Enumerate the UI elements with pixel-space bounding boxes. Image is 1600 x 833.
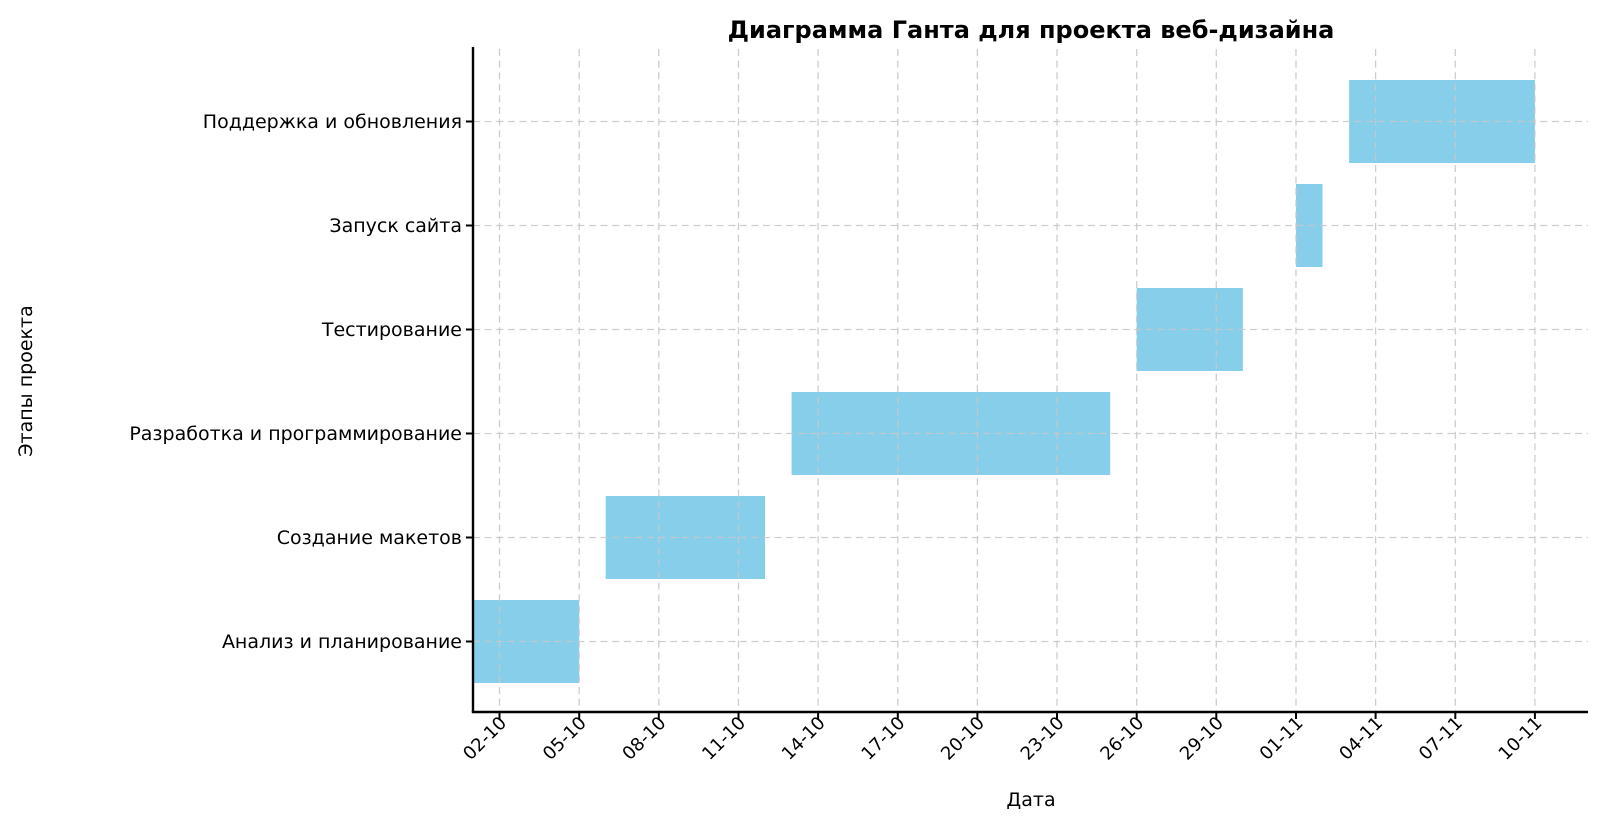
grid-lines-layer (473, 49, 1588, 712)
chart-title: Диаграмма Ганта для проекта веб-дизайна (728, 16, 1335, 44)
y-tick-label: Создание макетов (277, 527, 462, 549)
y-tick-label: Тестирование (321, 319, 462, 341)
y-tick-label: Разработка и программирование (129, 423, 462, 445)
x-tick-label: 14-10 (778, 713, 830, 765)
x-tick-label: 08-10 (618, 713, 670, 765)
y-tick-label: Поддержка и обновления (203, 111, 462, 133)
x-tick-label: 11-10 (698, 713, 750, 765)
x-tick-label: 02-10 (459, 713, 511, 765)
x-tick-label: 20-10 (937, 713, 989, 765)
x-tick-label: 29-10 (1176, 713, 1228, 765)
tick-marks-layer (466, 120, 1536, 719)
y-tick-label: Запуск сайта (329, 215, 462, 237)
x-axis-title: Дата (1006, 789, 1055, 811)
y-tick-labels-layer: Анализ и планирование Создание макетов Раз… (129, 111, 462, 653)
y-tick-label: Анализ и планирование (222, 631, 462, 653)
x-tick-label: 04-11 (1335, 713, 1387, 765)
x-tick-label: 17-10 (857, 713, 909, 765)
x-tick-label: 23-10 (1017, 713, 1069, 765)
x-tick-labels-layer: 02-10 05-10 08-10 11-10 14-10 17-10 20-10 23-10… (459, 713, 1546, 765)
y-axis-title: Этапы проекта (15, 305, 37, 456)
x-tick-label: 05-10 (539, 713, 591, 765)
x-tick-label: 07-11 (1415, 713, 1467, 765)
x-tick-label: 01-11 (1256, 713, 1308, 765)
gantt-bar (1136, 288, 1243, 371)
x-tick-label: 10-11 (1495, 713, 1547, 765)
x-tick-label: 26-10 (1096, 713, 1148, 765)
